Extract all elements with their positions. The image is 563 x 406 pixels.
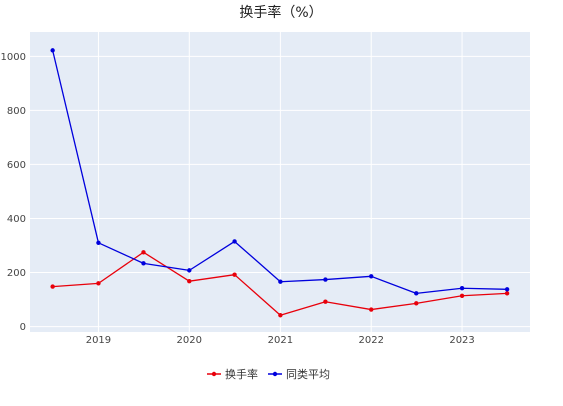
data-point[interactable]	[187, 278, 192, 284]
data-point[interactable]	[459, 286, 465, 291]
data-point[interactable]	[141, 261, 146, 266]
data-point[interactable]	[414, 301, 419, 306]
legend-marker	[272, 371, 278, 377]
grid-layer	[30, 32, 530, 332]
legend-label: 换手率	[225, 367, 258, 381]
data-point[interactable]	[369, 274, 374, 279]
data-point[interactable]	[232, 239, 237, 244]
data-point[interactable]	[96, 281, 101, 286]
data-point[interactable]	[278, 313, 283, 318]
data-point[interactable]	[232, 272, 237, 277]
x-tick-label: 2022	[358, 335, 383, 346]
x-tick-label: 2020	[177, 335, 202, 346]
legend-item[interactable]: 换手率	[207, 367, 258, 381]
x-tick-label: 2021	[268, 335, 293, 346]
y-tick-label: 800	[7, 106, 26, 117]
data-point[interactable]	[459, 293, 465, 298]
data-point[interactable]	[504, 291, 510, 296]
x-axis-ticks: 2019 2020 2021 2022 2023	[86, 335, 475, 346]
series-1	[50, 48, 510, 296]
series-0	[50, 250, 510, 318]
x-tick-label: 2023	[449, 335, 474, 346]
legend-label: 同类平均	[286, 367, 330, 381]
data-point[interactable]	[504, 287, 510, 292]
series-layer	[50, 48, 510, 318]
y-tick-label: 600	[7, 160, 26, 171]
y-tick-label: 0	[20, 322, 26, 333]
data-point[interactable]	[369, 307, 374, 312]
data-point[interactable]	[96, 240, 101, 246]
x-tick-label: 2019	[86, 335, 111, 346]
y-tick-label: 400	[7, 214, 26, 225]
data-point[interactable]	[414, 291, 419, 296]
data-point[interactable]	[50, 48, 55, 53]
data-point[interactable]	[187, 268, 192, 273]
data-point[interactable]	[278, 279, 283, 284]
chart-title: 换手率（%）	[239, 4, 322, 21]
legend-item[interactable]: 同类平均	[268, 367, 330, 381]
legend-marker	[211, 371, 217, 377]
data-point[interactable]	[323, 277, 328, 282]
data-point[interactable]	[141, 250, 146, 255]
y-axis-ticks: 0 200 400 600 800 1000	[1, 52, 26, 333]
data-point[interactable]	[323, 299, 328, 304]
data-point[interactable]	[50, 284, 55, 289]
legend[interactable]: 换手率 同类平均	[207, 367, 330, 381]
y-tick-label: 1000	[1, 52, 26, 63]
y-tick-label: 200	[7, 268, 26, 279]
